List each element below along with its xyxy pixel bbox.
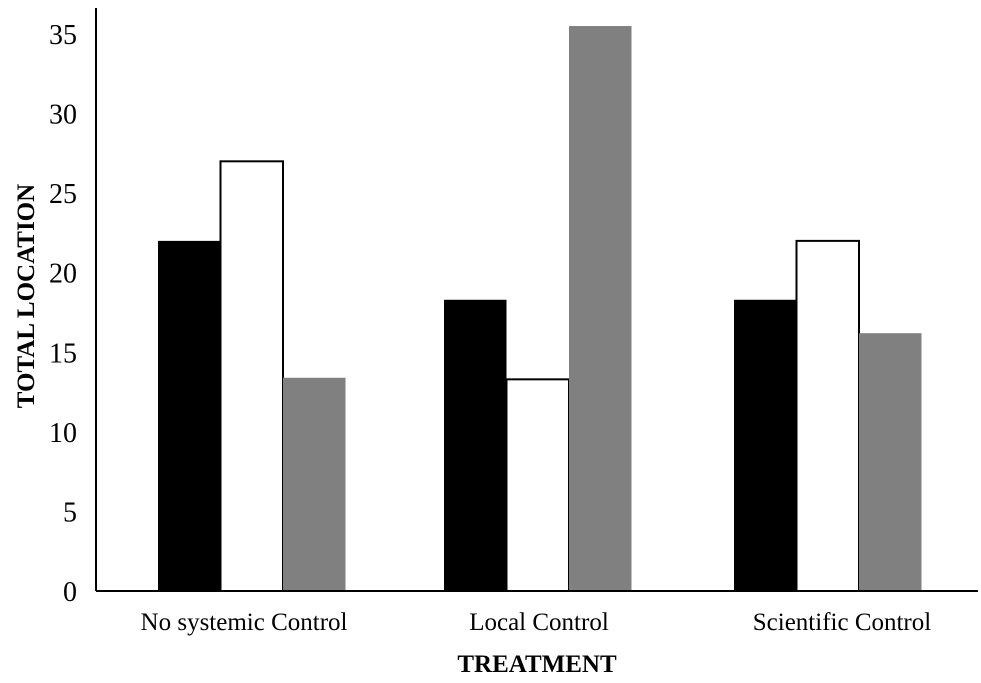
y-tick-label: 35 [49,20,77,51]
bar-2-series-1 [444,299,507,591]
bar-1-series-2 [219,160,284,592]
y-tick-label: 0 [63,577,77,608]
y-tick-label: 30 [49,100,77,131]
x-axis-title: TREATMENT [457,651,617,678]
y-tick-label: 20 [49,259,77,290]
bar-3-series-3 [859,333,922,591]
bar-3-series-1 [734,299,797,591]
bar-3-series-2 [795,239,860,592]
bar-1-series-3 [283,377,346,591]
y-tick-label: 25 [49,179,77,210]
bars [158,26,922,592]
y-tick-label: 5 [63,497,77,528]
y-tick-labels: 0 5 10 15 20 25 30 35 [49,20,77,608]
x-category-label: Scientific Control [753,609,931,636]
bar-2-series-3 [569,26,632,592]
bar-1-series-1 [158,240,221,591]
x-category-labels: No systemic Control Local Control Scientif… [141,609,932,636]
bar-2-series-2 [505,378,570,592]
x-category-label: Local Control [469,609,609,636]
x-category-label: No systemic Control [141,609,348,636]
y-tick-label: 10 [49,418,77,449]
y-axis-title: TOTAL LOCATION [13,184,40,408]
y-tick-label: 15 [49,338,77,369]
